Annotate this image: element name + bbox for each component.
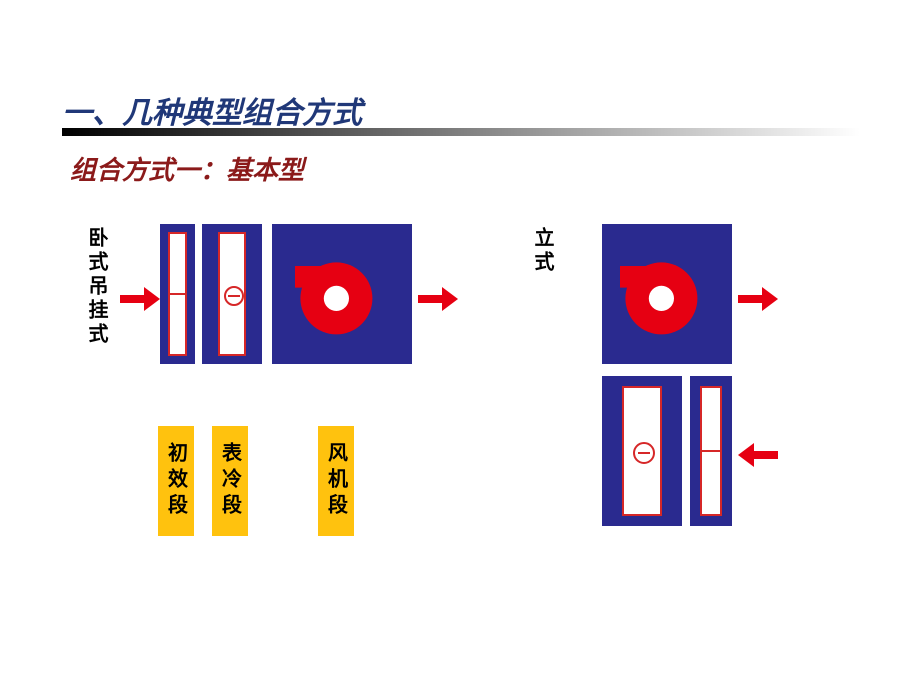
left-arrow-out bbox=[418, 287, 458, 316]
right-filter-inner bbox=[700, 386, 722, 516]
label-text: 风机段 bbox=[322, 442, 351, 520]
minus-icon bbox=[224, 286, 244, 306]
left-fan-box bbox=[272, 224, 412, 364]
left-cool-inner bbox=[218, 232, 246, 356]
right-arrow-out bbox=[738, 287, 778, 316]
right-cool-inner bbox=[622, 386, 662, 516]
title-underline bbox=[62, 128, 860, 136]
right-filter-box bbox=[690, 376, 732, 526]
left-arrow-in bbox=[120, 287, 160, 316]
right-fan-box bbox=[602, 224, 732, 364]
subtitle: 组合方式一：基本型 bbox=[70, 150, 304, 187]
label-cooling-section: 表冷段 bbox=[212, 426, 248, 536]
label-fan-section: 风机段 bbox=[318, 426, 354, 536]
label-text: 初效段 bbox=[162, 442, 191, 520]
left-filter-inner bbox=[168, 232, 187, 356]
label-filter-section: 初效段 bbox=[158, 426, 194, 536]
right-cool-box bbox=[602, 376, 682, 526]
right-arrow-in bbox=[738, 443, 778, 472]
left-filter-box bbox=[160, 224, 195, 364]
page-title: 一、几种典型组合方式 bbox=[62, 88, 362, 132]
left-config-label: 卧式吊挂式 bbox=[82, 227, 111, 347]
label-text: 表冷段 bbox=[216, 442, 245, 520]
minus-icon bbox=[633, 442, 655, 464]
left-cool-box bbox=[202, 224, 262, 364]
right-config-label: 立式 bbox=[528, 227, 557, 275]
